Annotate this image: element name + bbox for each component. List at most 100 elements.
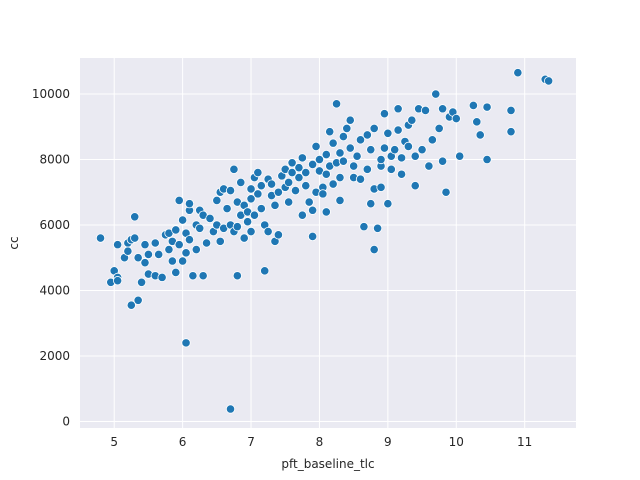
data-point: [171, 267, 181, 278]
data-point: [113, 276, 123, 286]
data-point: [133, 295, 143, 305]
data-point: [434, 123, 444, 133]
data-point: [123, 246, 133, 256]
data-point: [260, 266, 270, 276]
data-point: [256, 204, 266, 214]
data-point: [246, 184, 256, 194]
data-point: [229, 164, 239, 174]
data-point: [294, 163, 304, 173]
data-point: [513, 68, 523, 78]
x-tick-label: 7: [247, 435, 255, 449]
y-tick-label: 0: [62, 414, 70, 428]
data-point: [369, 244, 379, 255]
data-point: [171, 225, 181, 235]
data-point: [379, 143, 390, 153]
data-point: [321, 207, 331, 217]
data-point: [136, 277, 147, 287]
data-point: [311, 141, 321, 152]
data-point: [544, 76, 554, 86]
data-point: [355, 135, 366, 145]
x-tick-label: 10: [449, 435, 464, 449]
data-point: [472, 117, 482, 127]
data-point: [232, 222, 242, 232]
data-point: [325, 127, 335, 137]
data-point: [273, 230, 283, 240]
plot-background: [80, 58, 576, 428]
data-point: [366, 199, 376, 209]
data-point: [297, 153, 307, 163]
data-point: [362, 164, 372, 174]
x-tick-label: 11: [517, 435, 532, 449]
data-point: [468, 100, 478, 111]
y-tick-label: 8000: [39, 153, 70, 167]
data-point: [167, 256, 177, 266]
data-point: [338, 131, 348, 142]
data-point: [383, 128, 393, 138]
data-point: [191, 244, 201, 255]
data-point: [195, 223, 205, 233]
x-tick-label: 8: [316, 435, 324, 449]
data-point: [355, 174, 366, 184]
data-point: [321, 149, 331, 160]
data-point: [431, 89, 441, 99]
data-point: [188, 271, 198, 281]
data-point: [212, 195, 222, 206]
data-point: [349, 161, 359, 171]
data-point: [164, 244, 174, 255]
data-point: [243, 217, 253, 227]
data-point: [246, 226, 256, 237]
data-point: [352, 151, 362, 161]
data-point: [506, 127, 516, 137]
data-point: [178, 215, 188, 225]
data-point: [396, 169, 407, 179]
data-point: [314, 154, 325, 165]
data-point: [335, 148, 345, 158]
data-point: [205, 213, 215, 224]
data-point: [410, 151, 420, 161]
data-point: [383, 199, 393, 209]
data-point: [403, 141, 413, 152]
data-point: [249, 210, 260, 220]
data-point: [236, 177, 246, 188]
data-point: [506, 105, 516, 115]
data-point: [154, 249, 164, 260]
data-point: [126, 300, 136, 310]
data-point: [287, 168, 297, 178]
tick-labels: 5 6 7 8 9 10 11 0 2000 4000 6000 8000 10000: [32, 87, 533, 449]
data-point: [113, 240, 123, 250]
data-point: [308, 159, 318, 170]
data-point: [222, 204, 232, 214]
data-point: [424, 161, 434, 171]
data-point: [201, 238, 212, 248]
data-point: [284, 197, 294, 207]
data-point: [253, 168, 263, 178]
data-point: [451, 113, 461, 124]
data-point: [181, 338, 191, 348]
data-point: [345, 115, 355, 125]
data-point: [376, 182, 386, 192]
data-point: [331, 99, 342, 109]
data-point: [297, 210, 307, 220]
data-point: [437, 156, 448, 166]
data-point: [318, 189, 328, 199]
data-point: [130, 212, 140, 222]
data-point: [174, 195, 184, 206]
data-point: [386, 164, 396, 174]
data-point: [246, 194, 256, 204]
data-point: [157, 272, 167, 282]
data-point: [335, 195, 345, 206]
data-point: [372, 223, 383, 233]
data-point: [420, 105, 431, 115]
data-point: [376, 154, 386, 165]
x-tick-label: 6: [179, 435, 187, 449]
data-point: [140, 258, 150, 268]
data-point: [390, 145, 400, 155]
data-point: [308, 205, 318, 215]
data-point: [338, 156, 348, 166]
data-point: [150, 238, 160, 248]
data-point: [328, 138, 338, 148]
data-point: [407, 115, 417, 125]
data-point: [270, 200, 280, 210]
data-point: [178, 256, 188, 266]
